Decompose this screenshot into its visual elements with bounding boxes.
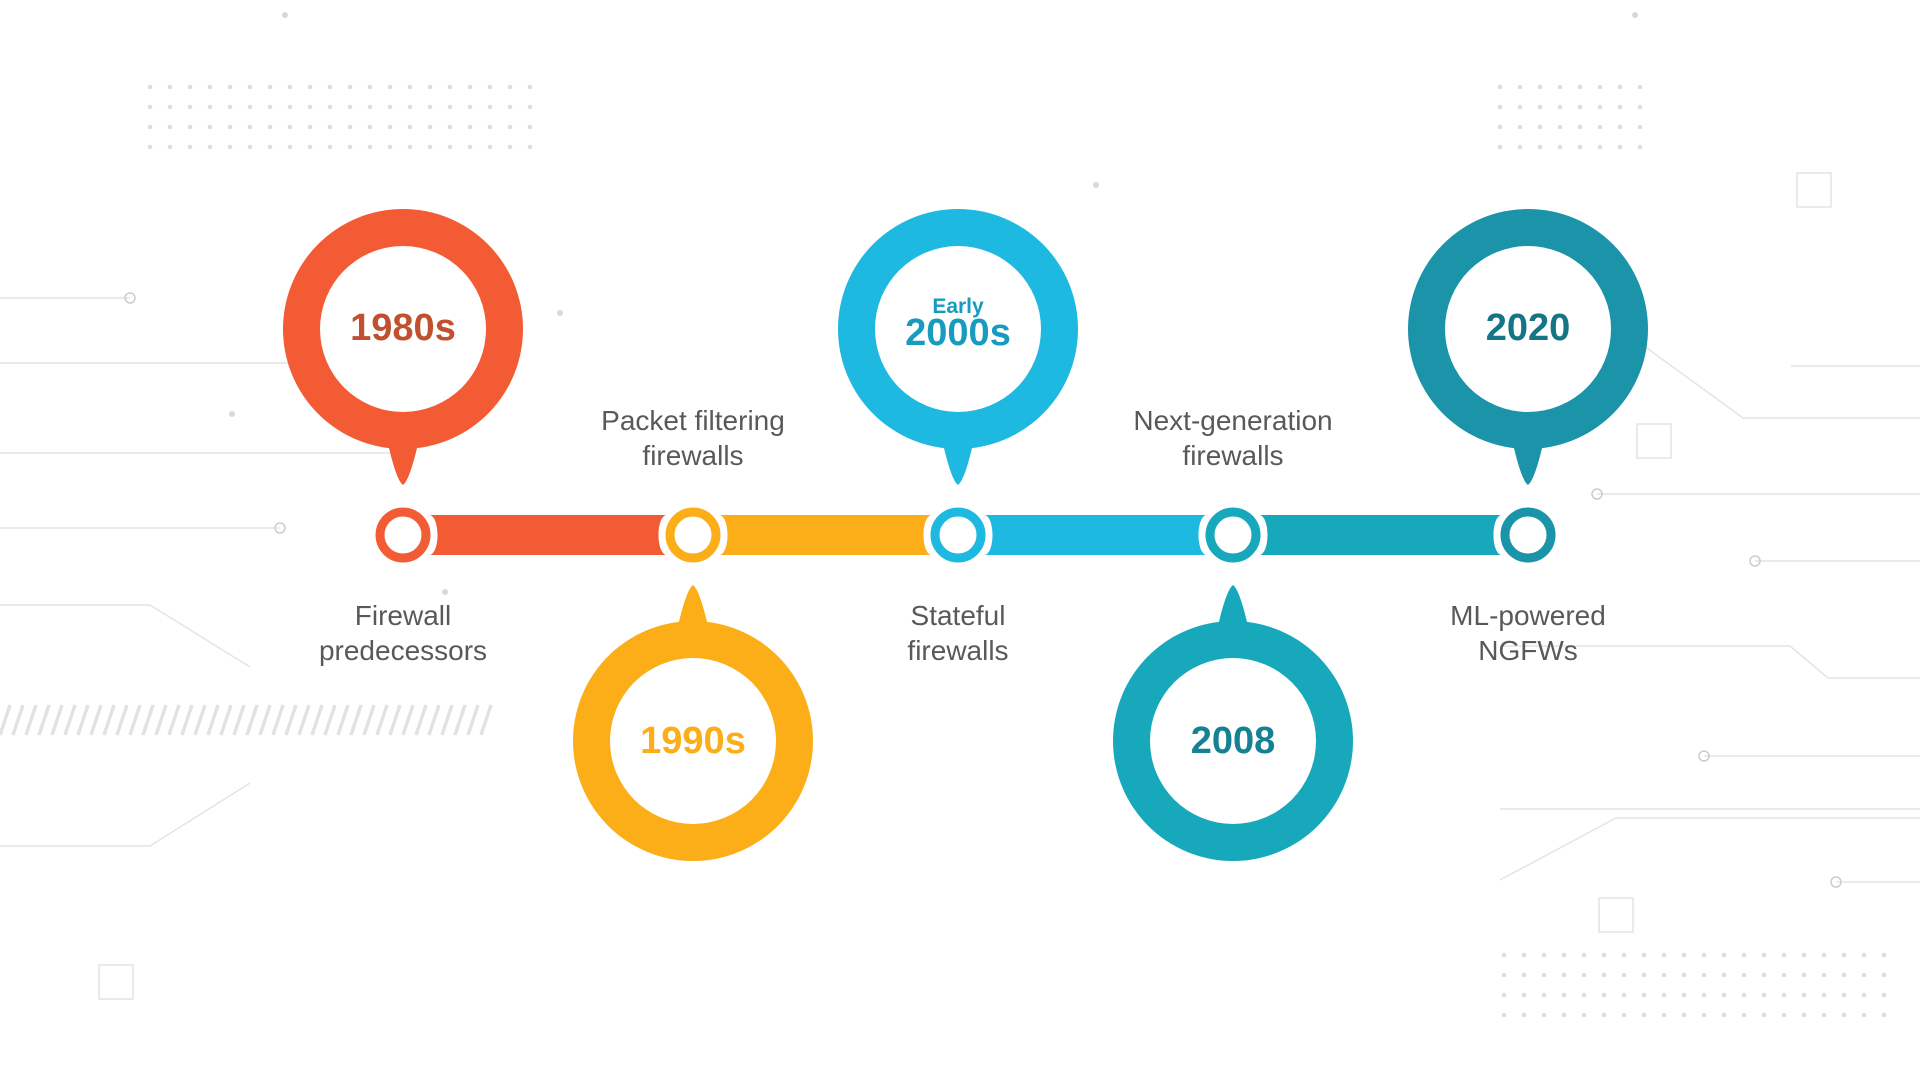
- svg-text:Next-generation: Next-generation: [1133, 405, 1332, 436]
- svg-text:firewalls: firewalls: [642, 440, 743, 471]
- svg-text:1990s: 1990s: [640, 720, 746, 762]
- svg-text:2000s: 2000s: [905, 312, 1011, 354]
- svg-text:Stateful: Stateful: [911, 600, 1006, 631]
- svg-text:2008: 2008: [1191, 720, 1276, 762]
- svg-text:firewalls: firewalls: [1182, 440, 1283, 471]
- svg-text:ML-powered: ML-powered: [1450, 600, 1606, 631]
- svg-text:1980s: 1980s: [350, 307, 456, 349]
- svg-text:2020: 2020: [1486, 307, 1571, 349]
- svg-text:Firewall: Firewall: [355, 600, 451, 631]
- svg-text:Packet filtering: Packet filtering: [601, 405, 785, 436]
- svg-text:predecessors: predecessors: [319, 635, 487, 666]
- svg-text:firewalls: firewalls: [907, 635, 1008, 666]
- svg-text:NGFWs: NGFWs: [1478, 635, 1578, 666]
